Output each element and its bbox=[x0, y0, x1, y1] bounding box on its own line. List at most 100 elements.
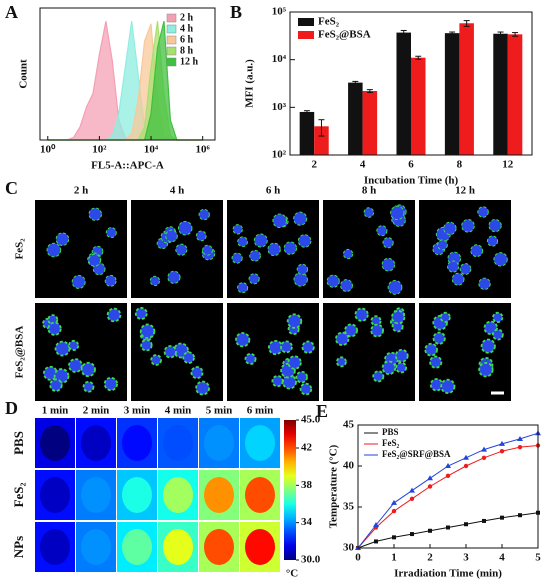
thermal-spot bbox=[163, 477, 193, 513]
column-title: 1 min bbox=[42, 405, 69, 417]
marker bbox=[391, 508, 397, 514]
plot-frame bbox=[39, 7, 216, 141]
marker bbox=[482, 518, 486, 523]
legend-label: 4 h bbox=[180, 23, 194, 34]
cell bbox=[88, 207, 102, 221]
legend-swatch bbox=[298, 31, 314, 39]
y-tick-label: 35 bbox=[343, 501, 355, 513]
thermal-spot bbox=[204, 425, 234, 461]
bar bbox=[507, 34, 523, 155]
column-title: 3 min bbox=[124, 405, 151, 417]
cell bbox=[80, 361, 96, 378]
marker bbox=[500, 515, 504, 520]
legend-label: 8 h bbox=[180, 45, 194, 56]
cell bbox=[267, 242, 281, 257]
cell bbox=[286, 313, 303, 329]
y-tick-label: 10² bbox=[272, 149, 287, 161]
cell bbox=[326, 274, 340, 288]
row-title: FeS₂ bbox=[14, 238, 26, 260]
cell bbox=[244, 352, 257, 365]
cell bbox=[68, 339, 80, 352]
cell bbox=[202, 244, 213, 256]
bar bbox=[348, 82, 363, 155]
x-tick-label: 8 bbox=[457, 159, 463, 171]
error-bar bbox=[449, 31, 456, 35]
y-tick-label: 10⁵ bbox=[272, 6, 287, 18]
colorbar-tick-label: 30.0 bbox=[301, 554, 321, 566]
bar bbox=[314, 126, 329, 155]
cell bbox=[105, 227, 117, 239]
thermal-spot bbox=[81, 425, 111, 461]
cell bbox=[68, 358, 83, 373]
y-axis-title: MFI (a.u.) bbox=[244, 59, 256, 108]
cell bbox=[281, 374, 297, 390]
marker bbox=[517, 444, 523, 450]
legend-label: FeS₂@BSA bbox=[318, 29, 371, 41]
bar bbox=[459, 23, 474, 156]
cell bbox=[470, 244, 484, 258]
cell bbox=[253, 233, 268, 248]
y-axis-title: Count bbox=[18, 59, 30, 89]
row-title: NPs bbox=[11, 536, 26, 558]
cell bbox=[335, 356, 347, 368]
cell bbox=[232, 224, 243, 235]
y-tick-label: 45 bbox=[343, 419, 355, 431]
cell bbox=[493, 252, 508, 267]
cell bbox=[248, 273, 260, 285]
thermal-spot bbox=[81, 529, 111, 565]
cell bbox=[478, 277, 491, 290]
cell bbox=[280, 340, 293, 354]
cell bbox=[235, 332, 251, 348]
error-bar bbox=[352, 80, 359, 85]
cell bbox=[432, 331, 446, 345]
cell bbox=[103, 376, 119, 392]
legend-swatch bbox=[166, 24, 177, 34]
x-tick-label: 10² bbox=[92, 144, 107, 156]
x-tick-label: 10⁴ bbox=[144, 144, 159, 156]
thermal-spot bbox=[81, 477, 111, 513]
x-tick-label: 2 bbox=[311, 159, 317, 171]
bar bbox=[493, 33, 508, 155]
cell bbox=[293, 211, 308, 226]
thermal-spot bbox=[40, 477, 70, 513]
cell bbox=[439, 311, 451, 323]
panel-label: D bbox=[5, 398, 18, 418]
cell bbox=[287, 355, 302, 370]
cell bbox=[295, 370, 308, 384]
cell bbox=[140, 339, 153, 352]
marker bbox=[517, 435, 523, 441]
panel-label: E bbox=[316, 401, 328, 421]
cell bbox=[354, 307, 369, 322]
plot-frame bbox=[357, 424, 539, 549]
cell bbox=[370, 323, 385, 338]
cell bbox=[344, 323, 359, 338]
marker bbox=[373, 522, 379, 528]
cell bbox=[231, 252, 243, 264]
x-tick-label: 4 bbox=[360, 159, 366, 171]
thermal-spot bbox=[40, 529, 70, 565]
cell bbox=[488, 218, 502, 233]
x-axis-title: Incubation Time (h) bbox=[364, 175, 459, 187]
thermal-spot bbox=[204, 477, 234, 513]
column-title: 12 h bbox=[455, 185, 475, 197]
cell bbox=[190, 366, 204, 380]
cell bbox=[395, 361, 408, 374]
colorbar-tick-label: 45.0 bbox=[301, 414, 321, 426]
cell bbox=[459, 263, 472, 275]
cell bbox=[134, 307, 148, 320]
error-bar bbox=[463, 20, 470, 27]
cell bbox=[394, 348, 409, 363]
column-title: 4 h bbox=[170, 185, 184, 197]
panel-label: B bbox=[230, 2, 242, 22]
bar bbox=[396, 32, 411, 156]
marker bbox=[445, 463, 451, 468]
error-bar bbox=[415, 55, 422, 60]
legend-swatch bbox=[298, 18, 314, 26]
marker bbox=[481, 455, 487, 460]
cell bbox=[301, 340, 315, 354]
error-bar bbox=[400, 29, 407, 36]
cell bbox=[477, 206, 489, 218]
cell bbox=[483, 320, 498, 336]
cell bbox=[272, 213, 287, 229]
